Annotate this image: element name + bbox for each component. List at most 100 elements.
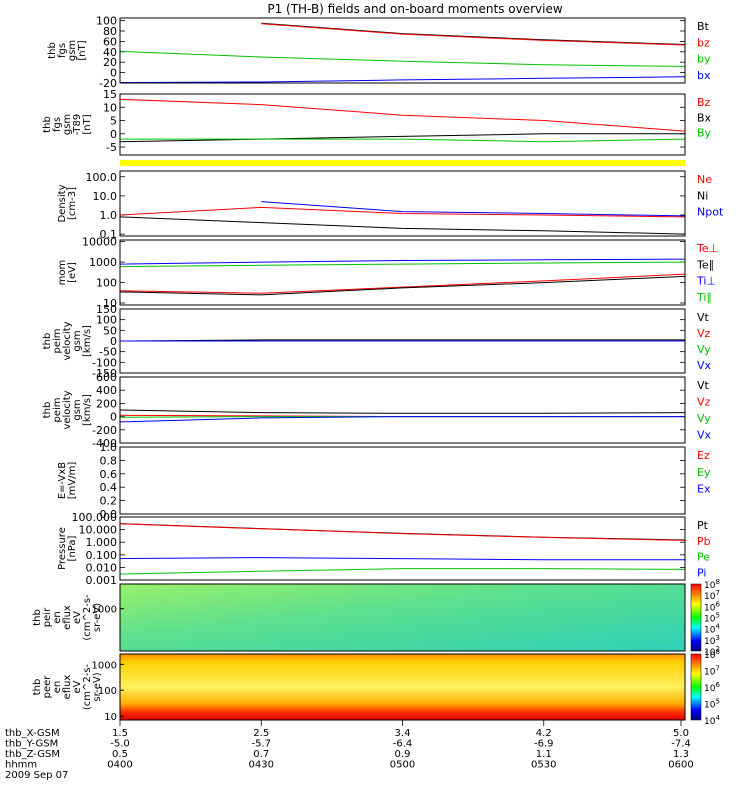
legend-label: Bz xyxy=(697,96,711,109)
x-tick-label: 0530 xyxy=(531,760,556,771)
colorbar-label: 107 xyxy=(704,589,720,602)
colorbar-label: 107 xyxy=(704,665,720,678)
y-axis-label: [km/s] xyxy=(82,325,93,357)
legend-label: Bt xyxy=(697,20,710,33)
x-tick-label: -7.4 xyxy=(671,739,691,750)
y-tick-label: 20 xyxy=(103,56,117,69)
legend-label: Vz xyxy=(697,327,711,340)
y-tick-label: 80 xyxy=(103,25,117,38)
y-tick-label: 0.100 xyxy=(86,549,118,562)
y-tick-label: 100 xyxy=(96,314,117,327)
y-axis-label: thb xyxy=(47,42,58,59)
y-tick-label: -5 xyxy=(106,141,117,154)
series-line-Vt xyxy=(119,339,685,342)
y-axis-label: [eV] xyxy=(67,262,78,283)
y-axis-label: gsm xyxy=(62,114,73,135)
y-tick-label: 0.001 xyxy=(86,574,118,587)
y-tick-label: 60 xyxy=(103,35,117,48)
x-tick-label: 1.5 xyxy=(112,728,128,739)
y-tick-label: 150 xyxy=(96,303,117,316)
y-tick-label: 0.1 xyxy=(100,228,118,241)
colorbar-label: 104 xyxy=(704,714,720,727)
y-tick-label: 0.0 xyxy=(100,508,118,521)
y-tick-label: 1000 xyxy=(89,256,117,269)
legend-label: Te⊥ xyxy=(696,242,718,255)
x-tick-label: 0400 xyxy=(107,760,132,771)
y-tick-label: 200 xyxy=(96,397,117,410)
x-axis-row-label: 2009 Sep 07 xyxy=(5,770,68,781)
x-axis-row-label: thb_Y-GSM xyxy=(5,739,58,750)
y-tick-label: 1.000 xyxy=(86,536,118,549)
y-axis-label: [cm-3] xyxy=(67,187,78,220)
legend-label: Pb xyxy=(697,535,711,548)
series-line-Pi xyxy=(119,557,685,561)
x-tick-label: 0430 xyxy=(249,760,274,771)
series-line-By xyxy=(120,138,686,143)
y-tick-label: 600 xyxy=(96,371,117,384)
colorbar-label: 105 xyxy=(704,612,720,625)
legend-label: Pi xyxy=(697,566,706,579)
y-axis-label: [mV/m] xyxy=(67,462,78,500)
plot-frame xyxy=(119,308,686,374)
series-line-Pt xyxy=(119,523,686,541)
x-tick-label: 3.4 xyxy=(395,728,411,739)
x-tick-label: 1.1 xyxy=(536,749,552,760)
x-tick-label: 1.3 xyxy=(673,749,689,760)
colorbar xyxy=(690,653,702,721)
colorbar-label: 108 xyxy=(704,648,720,661)
legend-label: Ti∥ xyxy=(696,291,712,304)
plot-frame xyxy=(119,239,686,306)
y-tick-label: 100 xyxy=(98,686,117,697)
series-line-Bt xyxy=(261,22,686,45)
x-tick-label: 0.5 xyxy=(112,749,128,760)
series-line-Vt xyxy=(119,409,686,414)
y-tick-label: 0.8 xyxy=(100,454,118,467)
y-axis-label: thb xyxy=(42,116,53,133)
y-axis-label: thb xyxy=(32,679,43,696)
y-axis-label: -T89 xyxy=(72,114,83,136)
y-tick-label: 0 xyxy=(110,411,117,424)
y-tick-label: 1000 xyxy=(92,660,117,671)
y-tick-label: 400 xyxy=(96,384,117,397)
overlay-bar xyxy=(120,160,685,166)
y-tick-label: -200 xyxy=(92,424,117,437)
x-tick-label: -5.7 xyxy=(251,739,271,750)
figure-title: P1 (TH-B) fields and on-board moments ov… xyxy=(267,2,563,16)
y-axis-label: peim xyxy=(52,397,63,422)
y-axis-label: gsm xyxy=(67,40,78,61)
legend-label: Ex xyxy=(697,483,711,496)
y-axis-label: eV xyxy=(72,611,83,624)
y-tick-label: 0.010 xyxy=(86,561,118,574)
y-tick-label: 1.0 xyxy=(100,441,118,454)
y-axis-label: sr-eV) xyxy=(92,672,103,701)
legend-label: Vx xyxy=(697,429,712,442)
colorbar-label: 106 xyxy=(704,681,720,694)
y-tick-label: 100.0 xyxy=(86,171,118,184)
x-tick-label: -6.4 xyxy=(393,739,413,750)
y-axis-label: mom xyxy=(57,260,68,286)
y-tick-label: 10.000 xyxy=(79,524,118,537)
legend-label: Ez xyxy=(697,449,710,462)
spectrogram xyxy=(120,584,685,651)
series-line-Te∥ xyxy=(119,275,686,296)
colorbar-label: 108 xyxy=(704,578,720,591)
y-tick-label: -100 xyxy=(92,356,117,369)
y-axis-label: velocity xyxy=(62,321,73,360)
panel-4: 10 100 1000 10000 Te⊥ Te∥ Ti⊥ Ti∥ mom [eV] xyxy=(57,236,718,310)
y-axis-label: gsm xyxy=(72,399,83,420)
legend-label: Te∥ xyxy=(696,258,714,271)
plot-frame xyxy=(119,376,686,444)
y-tick-label: -50 xyxy=(99,346,117,359)
y-axis-label: velocity xyxy=(62,390,73,429)
spectrogram xyxy=(120,654,685,720)
y-tick-label: 100 xyxy=(96,277,117,290)
x-tick-label: 0.7 xyxy=(253,749,269,760)
legend-label: Ni xyxy=(697,189,708,202)
legend-label: Bx xyxy=(697,111,712,124)
x-tick-label: 5.0 xyxy=(673,728,689,739)
y-tick-label: 10.0 xyxy=(93,190,118,203)
